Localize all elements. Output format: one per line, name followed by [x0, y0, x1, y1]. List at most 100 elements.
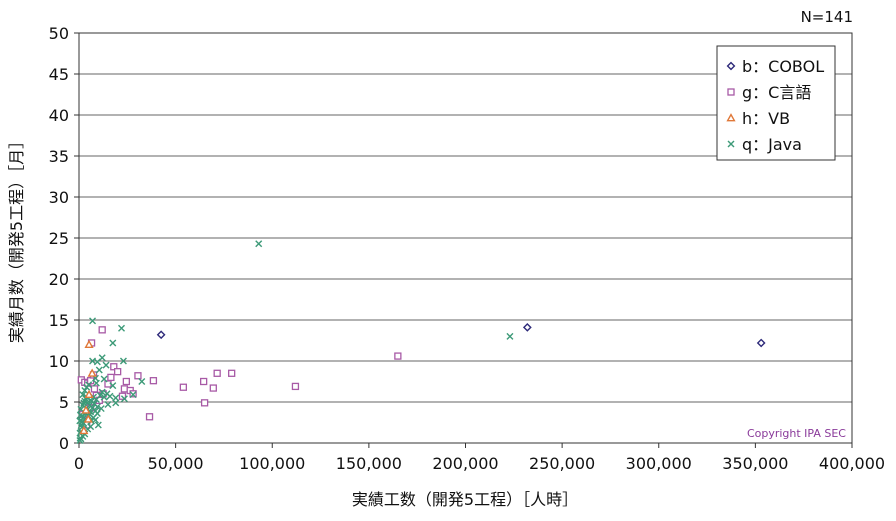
y-tick-label: 45 — [49, 65, 69, 84]
x-marker-stroke — [85, 381, 93, 389]
x-tick-label: 100,000 — [239, 454, 305, 473]
x-tick-label: 150,000 — [336, 454, 402, 473]
x-axis-ticks: 0 50,000 100,000 150,000 200,000 250,000 300,0… — [74, 443, 885, 473]
data-point — [90, 385, 99, 393]
y-tick-label: 5 — [59, 393, 69, 412]
x-marker-stroke — [89, 404, 97, 412]
data-point — [394, 352, 402, 360]
data-point — [179, 383, 188, 391]
data-point — [76, 434, 84, 442]
x-marker-stroke — [104, 400, 112, 408]
x-axis-label: 実績工数（開発5工程）［人時］ — [352, 490, 578, 509]
data-point — [87, 368, 97, 377]
x-marker-stroke — [100, 375, 108, 383]
data-point — [119, 357, 127, 365]
x-marker-stroke — [89, 317, 97, 325]
x-marker-stroke — [102, 361, 110, 369]
data-point — [138, 378, 146, 385]
data-point — [91, 407, 99, 415]
data-point — [98, 388, 106, 396]
x-marker-stroke — [98, 388, 106, 396]
data-point — [118, 324, 126, 332]
data-point — [84, 399, 92, 407]
x-marker-stroke — [76, 437, 84, 445]
data-point — [95, 366, 103, 374]
data-point — [98, 326, 106, 334]
data-point — [149, 377, 158, 385]
data-point — [122, 377, 130, 386]
data-point — [156, 330, 166, 340]
data-point — [93, 358, 101, 366]
x-marker-stroke — [97, 405, 105, 413]
x-marker-stroke — [91, 374, 99, 382]
x-tick-label: 0 — [74, 454, 84, 473]
x-tick-label: 350,000 — [722, 454, 788, 473]
data-point — [109, 382, 117, 390]
y-tick-label: 25 — [49, 229, 69, 248]
data-point — [213, 369, 221, 377]
x-tick-label: 400,000 — [819, 454, 885, 473]
data-point — [97, 405, 105, 413]
x-marker-stroke — [94, 421, 102, 429]
y-axis-ticks: 0 5 10 15 20 25 30 35 40 45 50 — [49, 24, 79, 453]
x-tick-label: 300,000 — [626, 454, 692, 473]
y-tick-label: 0 — [59, 434, 69, 453]
x-marker-stroke — [90, 400, 98, 408]
x-marker-stroke — [129, 391, 137, 399]
x-marker-stroke — [84, 399, 92, 407]
data-point — [76, 437, 84, 445]
data-point — [83, 414, 93, 423]
data-point — [81, 405, 91, 414]
x-marker-stroke — [76, 417, 84, 425]
data-point — [107, 373, 115, 382]
x-marker-stroke — [506, 332, 514, 340]
data-point — [209, 384, 217, 392]
x-marker-stroke — [120, 395, 128, 403]
legend-marker — [726, 61, 736, 71]
legend-box — [716, 45, 836, 161]
data-point — [110, 363, 118, 371]
x-marker-stroke — [96, 391, 104, 399]
x-marker-stroke — [89, 414, 97, 422]
x-marker-stroke — [118, 324, 126, 332]
x-marker-stroke — [255, 240, 263, 248]
x-marker-stroke — [77, 421, 85, 429]
x-tick-label: 250,000 — [529, 454, 595, 473]
legend-marker — [727, 140, 735, 148]
legend-label: b：COBOL — [742, 57, 824, 76]
data-point — [506, 332, 514, 340]
data-point — [81, 387, 89, 395]
x-marker-stroke — [109, 339, 117, 347]
legend-marker — [726, 113, 736, 122]
y-tick-label: 35 — [49, 147, 69, 166]
data-point — [129, 391, 137, 399]
data-point — [84, 389, 94, 399]
data-point — [102, 361, 110, 369]
x-marker-stroke — [93, 403, 101, 411]
x-tick-label: 50,000 — [148, 454, 204, 473]
x-marker-stroke — [79, 391, 87, 399]
data-point — [145, 413, 154, 421]
data-point — [89, 317, 97, 325]
x-marker-stroke — [727, 140, 735, 148]
data-point — [79, 391, 87, 399]
data-point — [112, 399, 120, 407]
x-marker-stroke — [81, 387, 89, 395]
y-tick-label: 15 — [49, 311, 69, 330]
x-marker-stroke — [119, 357, 127, 365]
data-point — [756, 338, 766, 348]
data-point — [100, 375, 108, 383]
y-tick-label: 50 — [49, 24, 69, 43]
legend-marker — [727, 88, 735, 96]
x-marker-stroke — [95, 366, 103, 374]
data-point — [104, 380, 112, 388]
x-marker-stroke — [93, 358, 101, 366]
data-point — [114, 368, 122, 376]
y-tick-label: 30 — [49, 188, 69, 207]
data-point — [76, 417, 84, 425]
x-marker-stroke — [138, 378, 146, 385]
data-point — [85, 381, 93, 389]
data-point — [106, 392, 114, 400]
legend-label: g：C言語 — [742, 83, 811, 102]
data-point — [93, 403, 101, 411]
